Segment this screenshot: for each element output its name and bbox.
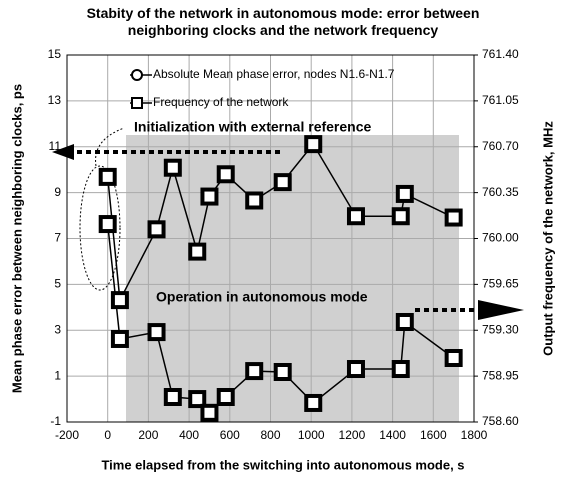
data-point (245, 191, 264, 210)
data-point (188, 242, 207, 261)
x-tick-label: 1600 (420, 428, 447, 442)
y2-tick-label: 759.65 (482, 277, 519, 291)
data-point (98, 167, 117, 186)
data-point (245, 362, 264, 381)
x-tick-label: 1400 (379, 428, 406, 442)
x-tick-label: 800 (260, 428, 280, 442)
data-point (444, 349, 463, 368)
x-tick-label: -200 (55, 428, 79, 442)
y2-tick-label: 760.00 (482, 231, 519, 245)
data-point (147, 220, 166, 239)
data-point (216, 165, 235, 184)
data-point (391, 360, 410, 379)
arrowhead (478, 300, 524, 320)
x-tick-label: 0 (104, 428, 111, 442)
marker (131, 69, 143, 81)
y2-tick-label: 758.95 (482, 368, 519, 382)
data-point (110, 291, 129, 310)
y-tick-label: 3 (54, 322, 61, 336)
y-tick-label: 1 (54, 368, 61, 382)
y-tick-label: 11 (49, 139, 62, 153)
data-point (188, 390, 207, 409)
plot-frame (66, 54, 475, 423)
data-point (391, 207, 410, 226)
arrowhead (52, 144, 74, 160)
y2-tick-label: 760.35 (482, 185, 519, 199)
y-tick-label: 5 (54, 277, 61, 291)
data-point (200, 403, 219, 422)
data-point (346, 207, 365, 226)
data-point (273, 173, 292, 192)
data-point (304, 135, 323, 154)
x-tick-label: 600 (220, 428, 240, 442)
y-axis-label: Mean phase error between neighboring clo… (9, 84, 24, 393)
data-point (98, 215, 117, 234)
data-point (200, 187, 219, 206)
data-point (304, 393, 323, 412)
x-tick-label: 1000 (298, 428, 325, 442)
data-point (163, 158, 182, 177)
legend-label: Frequency of the network (153, 95, 289, 109)
x-axis-label: Time elapsed from the switching into aut… (101, 457, 464, 472)
annotation: Initialization with external reference (134, 119, 372, 135)
y-tick-label: 15 (48, 47, 62, 61)
y2-tick-label: 758.60 (482, 414, 519, 428)
x-tick-label: 1200 (339, 428, 366, 442)
title-line: Stabity of the network in autonomous mod… (87, 5, 480, 21)
annotation: Operation in autonomous mode (156, 289, 368, 305)
x-tick-label: 1800 (461, 428, 488, 442)
data-point (216, 387, 235, 406)
y-tick-label: 9 (54, 185, 61, 199)
data-point (444, 208, 463, 227)
chart-title: Stabity of the network in autonomous mod… (87, 5, 480, 38)
data-point (147, 323, 166, 342)
y2-tick-label: 760.70 (482, 139, 519, 153)
y2-tick-label: 761.05 (482, 93, 519, 107)
data-point (346, 360, 365, 379)
annotation-arrow (95, 127, 125, 167)
y2-tick-label: 759.30 (482, 322, 519, 336)
data-point (395, 312, 414, 331)
y-tick-label: 13 (48, 93, 62, 107)
y-tick-label: 7 (54, 231, 61, 245)
data-point (110, 329, 129, 348)
title-line: neighboring clocks and the network frequ… (128, 22, 439, 38)
data-point (395, 184, 414, 203)
legend-label: Absolute Mean phase error, nodes N1.6-N1… (153, 67, 395, 81)
marker (131, 97, 143, 109)
x-tick-label: 200 (138, 428, 158, 442)
y2-axis-label: Output frequency of the network, MHz (540, 121, 555, 356)
y-tick-label: -1 (50, 414, 61, 428)
data-point (163, 387, 182, 406)
annotation-ellipse (79, 165, 121, 291)
x-tick-label: 400 (179, 428, 199, 442)
y2-tick-label: 761.40 (482, 47, 519, 61)
data-point (273, 362, 292, 381)
